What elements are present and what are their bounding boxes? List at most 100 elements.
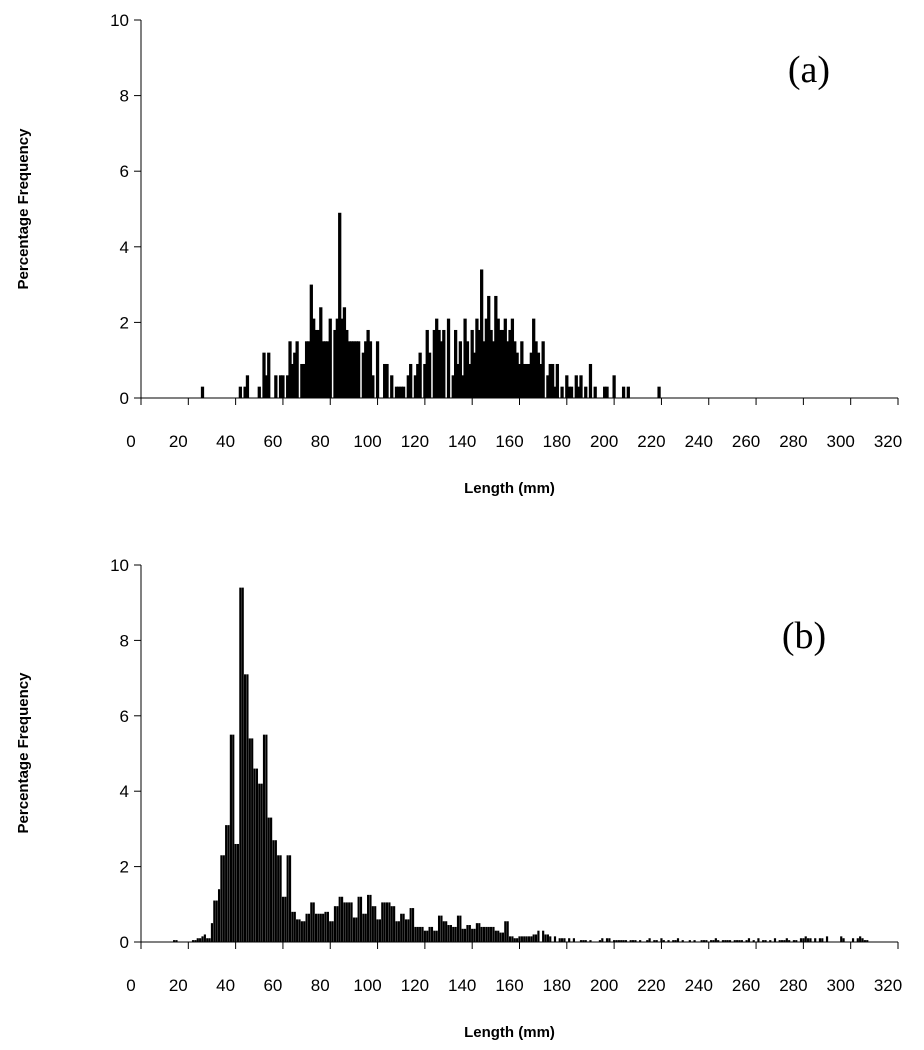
panel-b-bar [194,940,197,942]
panel-b-bar [274,840,277,942]
panel-b-bar [388,902,391,942]
panel-b-bar [807,938,810,942]
panel-a-bar [423,363,427,398]
panel-b-bar [608,938,611,942]
panel-b-y-axis-title: Percentage Frequency [15,672,32,834]
panel-b-bar [710,940,713,942]
panel-b-bar [584,940,587,942]
panel-b-bar [471,928,474,942]
panel-a-bar [312,318,316,398]
panel-b-bar [728,940,732,942]
panel-a-y-tick-label: 6 [120,162,129,181]
panel-a-bar [304,341,309,398]
panel-a-bar [340,318,344,398]
panel-b-bar [752,940,755,942]
panel-b-bar [501,932,505,942]
panel-b-bar [513,938,516,942]
panel-b-bar [487,926,490,942]
panel-a-y-tick-label: 10 [110,11,129,30]
panel-b-bar [447,925,450,942]
panel-b-x-tick-label: 40 [216,976,235,995]
panel-a-bar [477,329,481,398]
panel-b-bar [208,938,211,942]
panel-a-x-tick-label: 80 [311,432,330,451]
panel-b-bar [336,906,339,942]
panel-a-bar [506,341,510,398]
panel-b-bar [260,783,263,942]
panel-a-bar [347,341,351,398]
panel-b-bar [175,940,178,942]
panel-b-bar [617,940,620,942]
panel-a-bar [262,352,266,398]
panel-a-bar [394,386,399,398]
panel-a-bar [458,341,462,398]
panel-b-bar [613,940,616,942]
panel-b-bar [549,936,552,942]
panel-b-bar [688,940,691,942]
panel-b-bar [433,930,436,942]
panel-a-bar [536,352,541,398]
panel-b-bar [747,938,751,942]
panel-b-bar [421,926,424,942]
panel-b-bar [196,938,199,942]
panel-b-bar [553,936,557,942]
panel-b-bar [314,913,318,942]
panel-a-bar [333,329,337,398]
panel-b-bar [359,896,363,942]
panel-b-bar [364,913,367,942]
panel-b-bar [440,915,443,942]
panel-b-bar [856,938,859,942]
panel-a-bar [307,341,311,398]
panel-b-bar [416,926,419,942]
panel-a-bar [584,386,588,398]
panel-b-bar [497,930,500,942]
panel-b-bar [442,921,445,942]
panel-b-bar [355,917,358,942]
panel-a-bar [569,386,574,398]
panel-b-x-tick-label: 160 [495,976,523,995]
panel-a-x-tick-label: 200 [590,432,618,451]
panel-b-bar [281,896,285,942]
panel-b-bar [646,940,649,942]
panel-a-bar [489,329,493,398]
panel-b-bar [333,906,337,942]
panel-b-x-tick-label: 200 [590,976,618,995]
panel-a-bar [520,341,524,398]
panel-b-y-tick-label: 6 [120,707,129,726]
panel-b-bar [622,940,625,942]
panel-b-bar [773,938,777,942]
panel-a-bar [442,329,446,398]
panel-a-bar [326,341,330,398]
panel-b-bar [369,894,372,943]
panel-b-bar [490,926,493,942]
panel-b-bar [769,940,772,942]
panel-a-bar [515,352,519,398]
panel-a-bar [409,363,413,398]
panel-a-bar [281,375,285,398]
panel-b-bar [227,825,230,942]
panel-a-x-tick-label: 0 [126,432,135,451]
panel-b-bar [199,938,202,942]
panel-a-bar [413,375,418,398]
panel-b-bar [397,921,400,942]
panel-a-bar [321,341,325,398]
panel-b-bar [785,938,788,942]
panel-b-bar [296,919,299,942]
panel-a-bar [425,329,429,398]
panel-b-bar [530,936,533,942]
panel-a-x-tick-label: 280 [779,432,807,451]
panel-b-x-axis-title: Length (mm) [464,1024,555,1041]
panel-b-bar [236,843,240,942]
panel-a-bar [534,341,538,398]
panel-b-bar [572,938,575,942]
panel-a-bar [555,363,559,398]
panel-b-bar [781,940,784,942]
panel-b-bar [788,940,791,942]
panel-a-bar [527,363,531,398]
panel-b-bar [778,940,781,942]
panel-b-bar [799,938,803,942]
panel-b-bar [449,925,452,942]
panel-b-bar [589,940,592,942]
panel-a-bar [605,386,609,398]
panel-b-bar [631,940,635,942]
